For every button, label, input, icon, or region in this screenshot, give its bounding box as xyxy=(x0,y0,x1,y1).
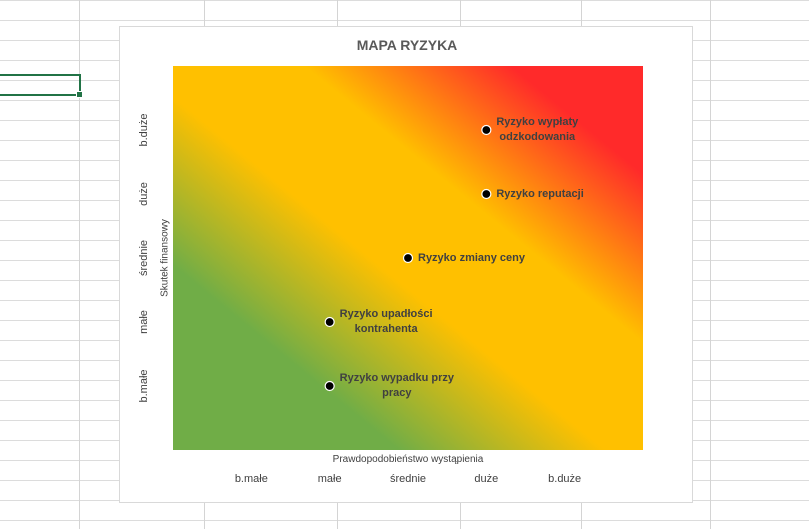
y-tick-text: małe xyxy=(138,310,150,334)
y-axis-title-text: Skutek finansowy xyxy=(159,219,171,297)
x-tick-label: średnie xyxy=(389,473,427,485)
data-label-line: Ryzyko wypłaty xyxy=(496,116,579,128)
data-label[interactable]: Ryzyko reputacji xyxy=(496,187,583,202)
y-tick-text: b.małe xyxy=(138,369,150,403)
active-cell[interactable] xyxy=(0,74,83,98)
x-tick-label: b.duże xyxy=(548,473,582,485)
x-axis-title[interactable]: Prawdopodobieństwo wystąpienia xyxy=(332,454,484,465)
data-label-line: pracy xyxy=(382,387,412,399)
column-divider xyxy=(79,0,80,529)
chart-title[interactable]: MAPA RYZYKA xyxy=(356,37,458,53)
data-label-line: Ryzyko wypadku przy xyxy=(339,372,454,384)
data-point[interactable] xyxy=(324,380,335,392)
data-label[interactable]: Ryzyko wypadku przy pracy xyxy=(340,371,454,401)
data-point[interactable] xyxy=(402,252,414,264)
data-label[interactable]: Ryzyko zmiany ceny xyxy=(418,251,525,266)
data-label-line: odzkodowania xyxy=(499,131,576,143)
data-label-line: kontrahenta xyxy=(354,323,418,335)
data-label-line: Ryzyko zmiany ceny xyxy=(418,252,525,264)
x-tick-label: b.małe xyxy=(234,473,268,485)
data-label[interactable]: Ryzyko upadłości kontrahenta xyxy=(340,307,433,337)
fill-handle[interactable] xyxy=(76,91,83,98)
y-tick-text: b.duże xyxy=(138,113,150,147)
x-tick-label: małe xyxy=(317,473,342,485)
x-tick-label: duże xyxy=(474,473,499,485)
y-tick-text: średnie xyxy=(138,239,150,277)
data-point[interactable] xyxy=(481,188,492,200)
data-point[interactable] xyxy=(324,316,335,328)
chart-area[interactable]: MAPA RYZYKA Ryzyko wypłaty odzkodowania Ry… xyxy=(119,26,693,503)
plot-area[interactable]: Ryzyko wypłaty odzkodowania Ryzyko reputac… xyxy=(173,66,643,450)
data-label-line: Ryzyko reputacji xyxy=(496,188,584,200)
data-label-line: Ryzyko upadłości xyxy=(339,308,433,320)
column-divider xyxy=(710,0,711,529)
plot-marks xyxy=(324,124,492,392)
data-label[interactable]: Ryzyko wypłaty odzkodowania xyxy=(496,115,578,145)
y-tick-text: duże xyxy=(138,182,150,206)
data-point[interactable] xyxy=(481,124,492,136)
